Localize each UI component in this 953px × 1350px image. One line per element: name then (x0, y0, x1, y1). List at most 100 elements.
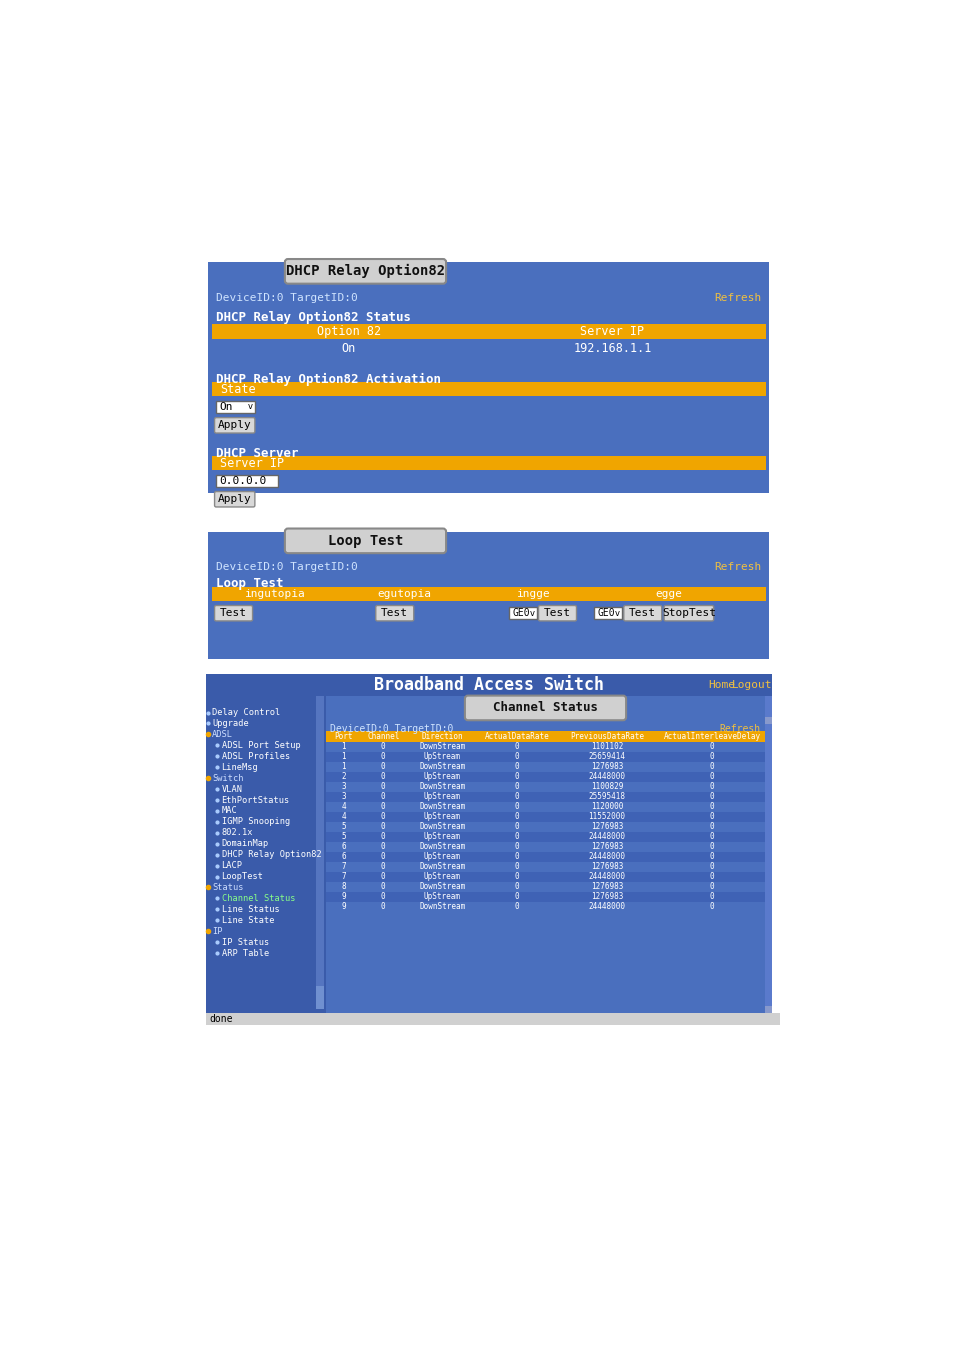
Text: 25595418: 25595418 (588, 792, 625, 802)
Text: 0: 0 (380, 783, 385, 791)
Text: 0: 0 (380, 813, 385, 821)
Text: DomainMap: DomainMap (221, 840, 269, 848)
Text: 802.1x: 802.1x (221, 829, 253, 837)
Bar (326, 782, 764, 792)
Text: 3: 3 (341, 783, 346, 791)
Text: 0: 0 (709, 743, 714, 752)
Text: 0: 0 (514, 833, 518, 841)
Text: StopTest: StopTest (661, 609, 715, 618)
Text: DownStream: DownStream (419, 822, 465, 832)
Text: 0: 0 (514, 772, 518, 782)
Bar (206, 674, 771, 695)
Text: Logout: Logout (731, 680, 772, 690)
Text: DownStream: DownStream (419, 883, 465, 891)
Text: UpStream: UpStream (423, 752, 460, 761)
Text: 1: 1 (341, 752, 346, 761)
Text: 1: 1 (341, 743, 346, 752)
Text: 0: 0 (709, 752, 714, 761)
Bar (326, 832, 764, 842)
Text: 0: 0 (380, 792, 385, 802)
FancyBboxPatch shape (285, 259, 446, 284)
Text: LACP: LACP (221, 861, 242, 871)
Text: Option 82: Option 82 (316, 325, 380, 338)
Text: 0: 0 (709, 852, 714, 861)
Text: 0: 0 (514, 903, 518, 911)
Text: ingutopia: ingutopia (245, 589, 306, 599)
Bar (764, 1006, 771, 1012)
Text: 8: 8 (341, 883, 346, 891)
Bar (326, 802, 764, 811)
Text: 1276983: 1276983 (590, 822, 622, 832)
Text: 0: 0 (380, 833, 385, 841)
FancyBboxPatch shape (285, 528, 446, 554)
Bar (212, 587, 765, 601)
Text: Loop Test: Loop Test (216, 578, 283, 590)
Text: UpStream: UpStream (423, 833, 460, 841)
Text: ActualInterleaveDelay: ActualInterleaveDelay (663, 732, 760, 741)
Bar (509, 608, 537, 620)
Text: 0: 0 (514, 872, 518, 882)
Text: 6: 6 (341, 842, 346, 852)
Text: Server IP: Server IP (579, 325, 644, 338)
Text: 0: 0 (380, 883, 385, 891)
Bar (594, 608, 621, 620)
Text: Loop Test: Loop Test (328, 533, 403, 548)
Text: ingge: ingge (517, 589, 550, 599)
Text: 11552000: 11552000 (588, 813, 625, 821)
Text: v: v (248, 402, 253, 412)
Text: Direction: Direction (421, 732, 463, 741)
Text: 1276983: 1276983 (590, 892, 622, 902)
Text: DownStream: DownStream (419, 842, 465, 852)
Text: IGMP Snooping: IGMP Snooping (221, 817, 290, 826)
Text: Status: Status (212, 883, 244, 892)
Bar (216, 401, 254, 413)
Text: Channel Status: Channel Status (221, 894, 294, 903)
Bar (206, 695, 323, 1012)
Text: DHCP Relay Option82: DHCP Relay Option82 (286, 265, 445, 278)
Bar (212, 324, 765, 339)
Text: 0: 0 (709, 833, 714, 841)
Text: 3: 3 (341, 792, 346, 802)
Text: ADSL Port Setup: ADSL Port Setup (221, 741, 300, 749)
Text: DHCP Relay Option82 Status: DHCP Relay Option82 Status (216, 310, 411, 324)
Bar (326, 902, 764, 913)
Text: egutopia: egutopia (377, 589, 432, 599)
Text: v: v (529, 609, 535, 618)
Bar (326, 842, 764, 852)
Text: 9: 9 (341, 903, 346, 911)
Bar (326, 695, 764, 1012)
Text: DownStream: DownStream (419, 863, 465, 872)
Text: 0: 0 (709, 822, 714, 832)
Bar (326, 741, 764, 752)
Text: 0: 0 (514, 792, 518, 802)
Bar (206, 1012, 779, 1025)
Text: 0: 0 (380, 892, 385, 902)
Text: DHCP Relay Option82: DHCP Relay Option82 (221, 850, 321, 859)
Bar (326, 882, 764, 892)
Text: 0: 0 (380, 752, 385, 761)
Bar (326, 822, 764, 832)
Text: On: On (341, 342, 355, 355)
Text: DownStream: DownStream (419, 903, 465, 911)
Text: 0: 0 (514, 863, 518, 872)
Text: 0: 0 (514, 883, 518, 891)
Text: GE0: GE0 (597, 609, 615, 618)
Text: Test: Test (381, 609, 408, 618)
Bar (216, 475, 278, 487)
Text: 6: 6 (341, 852, 346, 861)
Text: 5: 5 (341, 822, 346, 832)
Text: 4: 4 (341, 802, 346, 811)
Text: Server IP: Server IP (220, 456, 284, 470)
Text: Port: Port (335, 732, 353, 741)
Text: Test: Test (220, 609, 247, 618)
Text: 0: 0 (514, 813, 518, 821)
Bar (326, 752, 764, 761)
Text: 2: 2 (341, 772, 346, 782)
Text: 0: 0 (709, 872, 714, 882)
Text: 0: 0 (380, 842, 385, 852)
Bar (326, 792, 764, 802)
FancyBboxPatch shape (375, 606, 414, 621)
Text: Switch: Switch (212, 774, 244, 783)
Bar (212, 382, 765, 396)
Bar (326, 872, 764, 882)
